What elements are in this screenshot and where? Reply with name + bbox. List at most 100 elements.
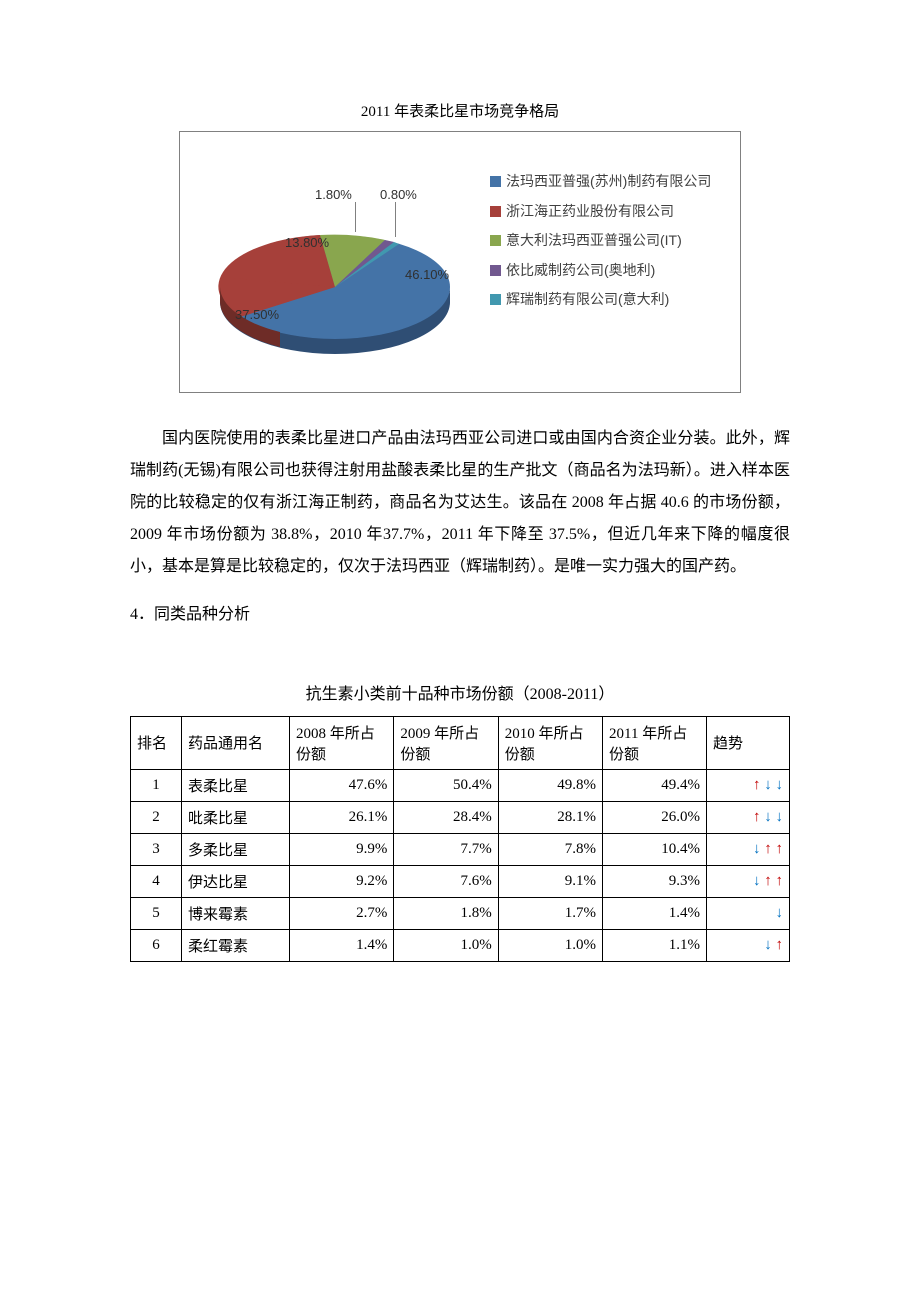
table-row: 3多柔比星9.9%7.7%7.8%10.4%↓ ↑ ↑ [131, 833, 790, 865]
cell-trend: ↑ ↓ ↓ [707, 769, 790, 801]
cell-value: 49.8% [498, 769, 602, 801]
arrow-up-icon: ↑ [753, 777, 761, 793]
col-2011: 2011 年所占份额 [603, 716, 707, 769]
cell-trend: ↓ ↑ ↑ [707, 865, 790, 897]
col-name: 药品通用名 [182, 716, 290, 769]
legend-item-2: 意大利法玛西亚普强公司(IT) [490, 231, 730, 251]
arrow-up-icon: ↑ [764, 841, 772, 857]
col-2008: 2008 年所占份额 [290, 716, 394, 769]
cell-value: 28.4% [394, 801, 498, 833]
legend-label: 法玛西亚普强(苏州)制药有限公司 [506, 172, 711, 192]
cell-value: 1.7% [498, 897, 602, 929]
cell-name: 柔红霉素 [182, 929, 290, 961]
table-row: 6柔红霉素1.4%1.0%1.0%1.1%↓ ↑ [131, 929, 790, 961]
cell-value: 50.4% [394, 769, 498, 801]
cell-value: 9.2% [290, 865, 394, 897]
legend-swatch [490, 176, 501, 187]
cell-value: 28.1% [498, 801, 602, 833]
pie-label-1: 37.50% [235, 307, 279, 322]
table-row: 1表柔比星47.6%50.4%49.8%49.4%↑ ↓ ↓ [131, 769, 790, 801]
chart-title: 2011 年表柔比星市场竞争格局 [130, 100, 790, 121]
cell-value: 1.1% [603, 929, 707, 961]
cell-value: 26.0% [603, 801, 707, 833]
arrow-down-icon: ↓ [776, 809, 784, 825]
cell-value: 2.7% [290, 897, 394, 929]
cell-trend: ↓ ↑ [707, 929, 790, 961]
cell-name: 吡柔比星 [182, 801, 290, 833]
table-header-row: 排名 药品通用名 2008 年所占份额 2009 年所占份额 2010 年所占份… [131, 716, 790, 769]
pie-chart-container: 46.10% 37.50% 13.80% 1.80% 0.80% 法玛西亚普强(… [179, 131, 741, 393]
cell-name: 多柔比星 [182, 833, 290, 865]
legend-swatch [490, 265, 501, 276]
section-heading-4: 4．同类品种分析 [130, 599, 790, 631]
cell-name: 博来霉素 [182, 897, 290, 929]
cell-value: 1.4% [290, 929, 394, 961]
col-2010: 2010 年所占份额 [498, 716, 602, 769]
cell-name: 表柔比星 [182, 769, 290, 801]
cell-value: 7.8% [498, 833, 602, 865]
legend-swatch [490, 235, 501, 246]
arrow-up-icon: ↑ [776, 873, 784, 889]
legend-label: 意大利法玛西亚普强公司(IT) [506, 231, 682, 251]
col-trend: 趋势 [707, 716, 790, 769]
cell-trend: ↓ ↑ ↑ [707, 833, 790, 865]
cell-value: 1.0% [394, 929, 498, 961]
arrow-up-icon: ↑ [776, 841, 784, 857]
legend-item-4: 辉瑞制药有限公司(意大利) [490, 290, 730, 310]
cell-value: 9.9% [290, 833, 394, 865]
table-row: 4伊达比星9.2%7.6%9.1%9.3%↓ ↑ ↑ [131, 865, 790, 897]
cell-value: 1.0% [498, 929, 602, 961]
cell-value: 1.8% [394, 897, 498, 929]
pie-label-4: 0.80% [380, 187, 417, 202]
cell-rank: 1 [131, 769, 182, 801]
legend-swatch [490, 206, 501, 217]
market-share-table: 排名 药品通用名 2008 年所占份额 2009 年所占份额 2010 年所占份… [130, 716, 790, 962]
cell-value: 47.6% [290, 769, 394, 801]
pie-legend: 法玛西亚普强(苏州)制药有限公司 浙江海正药业股份有限公司 意大利法玛西亚普强公… [490, 132, 730, 392]
legend-label: 辉瑞制药有限公司(意大利) [506, 290, 669, 310]
arrow-up-icon: ↑ [776, 937, 784, 953]
legend-label: 依比威制药公司(奥地利) [506, 261, 655, 281]
cell-value: 26.1% [290, 801, 394, 833]
table-row: 2吡柔比星26.1%28.4%28.1%26.0%↑ ↓ ↓ [131, 801, 790, 833]
cell-name: 伊达比星 [182, 865, 290, 897]
legend-swatch [490, 294, 501, 305]
arrow-down-icon: ↓ [776, 777, 784, 793]
cell-value: 49.4% [603, 769, 707, 801]
cell-trend: ↓ [707, 897, 790, 929]
table-row: 5博来霉素2.7%1.8%1.7%1.4% ↓ [131, 897, 790, 929]
col-rank: 排名 [131, 716, 182, 769]
arrow-down-icon: ↓ [776, 905, 784, 921]
cell-rank: 6 [131, 929, 182, 961]
cell-value: 7.6% [394, 865, 498, 897]
arrow-down-icon: ↓ [764, 777, 772, 793]
cell-rank: 4 [131, 865, 182, 897]
arrow-down-icon: ↓ [753, 873, 761, 889]
arrow-down-icon: ↓ [764, 937, 772, 953]
body-paragraph-1: 国内医院使用的表柔比星进口产品由法玛西亚公司进口或由国内合资企业分装。此外，辉瑞… [130, 423, 790, 583]
pie-label-3: 1.80% [315, 187, 352, 202]
pie-svg [180, 132, 490, 392]
cell-rank: 2 [131, 801, 182, 833]
pie-label-0: 46.10% [405, 267, 449, 282]
legend-item-0: 法玛西亚普强(苏州)制药有限公司 [490, 172, 730, 192]
cell-value: 9.3% [603, 865, 707, 897]
table-title: 抗生素小类前十品种市场份额（2008-2011） [130, 681, 790, 710]
cell-value: 7.7% [394, 833, 498, 865]
cell-rank: 5 [131, 897, 182, 929]
cell-value: 9.1% [498, 865, 602, 897]
document-page: 2011 年表柔比星市场竞争格局 [0, 0, 920, 1062]
cell-value: 1.4% [603, 897, 707, 929]
cell-rank: 3 [131, 833, 182, 865]
cell-value: 10.4% [603, 833, 707, 865]
arrow-up-icon: ↑ [764, 873, 772, 889]
legend-item-3: 依比威制药公司(奥地利) [490, 261, 730, 281]
legend-label: 浙江海正药业股份有限公司 [506, 202, 674, 222]
legend-item-1: 浙江海正药业股份有限公司 [490, 202, 730, 222]
pie-label-2: 13.80% [285, 235, 329, 250]
arrow-up-icon: ↑ [753, 809, 761, 825]
pie-chart: 46.10% 37.50% 13.80% 1.80% 0.80% [180, 132, 490, 392]
col-2009: 2009 年所占份额 [394, 716, 498, 769]
arrow-down-icon: ↓ [764, 809, 772, 825]
cell-trend: ↑ ↓ ↓ [707, 801, 790, 833]
